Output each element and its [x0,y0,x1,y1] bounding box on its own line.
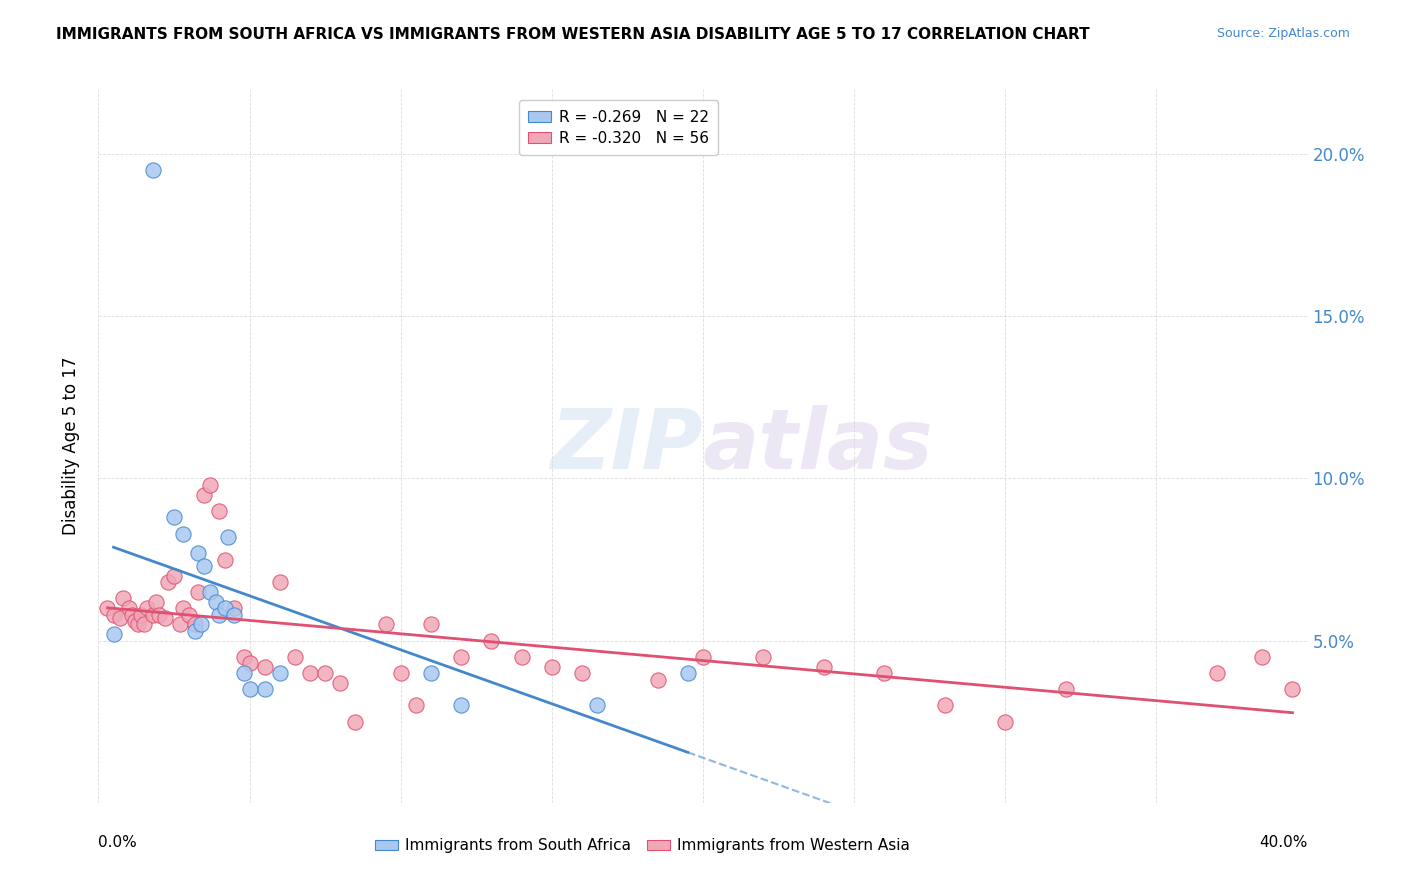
Point [187,546,209,560]
Point [224,601,246,615]
Point [374,617,396,632]
Point [224,607,246,622]
Point [217,530,239,544]
Point [269,575,291,590]
Point [284,649,307,664]
Point [205,595,228,609]
Point [187,585,209,599]
Point [1206,666,1229,681]
Point [172,601,194,615]
Text: atlas: atlas [703,406,934,486]
Legend: Immigrants from South Africa, Immigrants from Western Asia: Immigrants from South Africa, Immigrants… [368,832,917,859]
Point [153,611,176,625]
Point [111,591,134,606]
Point [169,617,191,632]
Point [142,607,165,622]
Point [314,666,336,681]
Point [200,478,222,492]
Point [510,649,533,664]
Text: Source: ZipAtlas.com: Source: ZipAtlas.com [1216,27,1350,40]
Point [329,675,352,690]
Point [586,698,609,713]
Point [994,714,1017,729]
Point [873,666,896,681]
Point [450,649,472,664]
Point [103,627,125,641]
Point [108,611,131,625]
Point [148,607,170,622]
Point [214,552,236,566]
Text: 40.0%: 40.0% [1260,835,1308,850]
Y-axis label: Disability Age 5 to 17: Disability Age 5 to 17 [62,357,80,535]
Text: 0.0%: 0.0% [98,835,138,850]
Point [232,666,254,681]
Point [752,649,775,664]
Point [405,698,427,713]
Point [103,607,125,622]
Point [253,659,276,673]
Point [692,649,714,664]
Point [253,682,276,697]
Point [934,698,956,713]
Point [156,575,179,590]
Point [118,601,141,615]
Point [344,714,367,729]
Point [1251,649,1274,664]
Point [163,510,186,524]
Point [813,659,835,673]
Point [540,659,562,673]
Point [208,504,231,518]
Point [481,633,503,648]
Point [676,666,699,681]
Point [214,601,236,615]
Point [184,617,207,632]
Point [450,698,472,713]
Point [124,614,146,628]
Point [647,673,669,687]
Text: IMMIGRANTS FROM SOUTH AFRICA VS IMMIGRANTS FROM WESTERN ASIA DISABILITY AGE 5 TO: IMMIGRANTS FROM SOUTH AFRICA VS IMMIGRAN… [56,27,1090,42]
Point [200,585,222,599]
Point [132,617,155,632]
Point [420,666,443,681]
Point [1281,682,1303,697]
Text: ZIP: ZIP [550,406,703,486]
Point [193,488,215,502]
Point [239,682,262,697]
Point [389,666,412,681]
Point [96,601,118,615]
Point [179,607,201,622]
Point [172,526,194,541]
Point [135,601,157,615]
Point [163,568,186,582]
Point [129,607,152,622]
Point [232,649,254,664]
Point [142,163,165,178]
Point [184,624,207,638]
Point [420,617,443,632]
Point [127,617,149,632]
Point [145,595,167,609]
Point [571,666,593,681]
Point [121,607,143,622]
Point [208,607,231,622]
Point [193,559,215,574]
Point [190,617,212,632]
Point [299,666,322,681]
Point [239,657,262,671]
Point [1054,682,1077,697]
Point [269,666,291,681]
